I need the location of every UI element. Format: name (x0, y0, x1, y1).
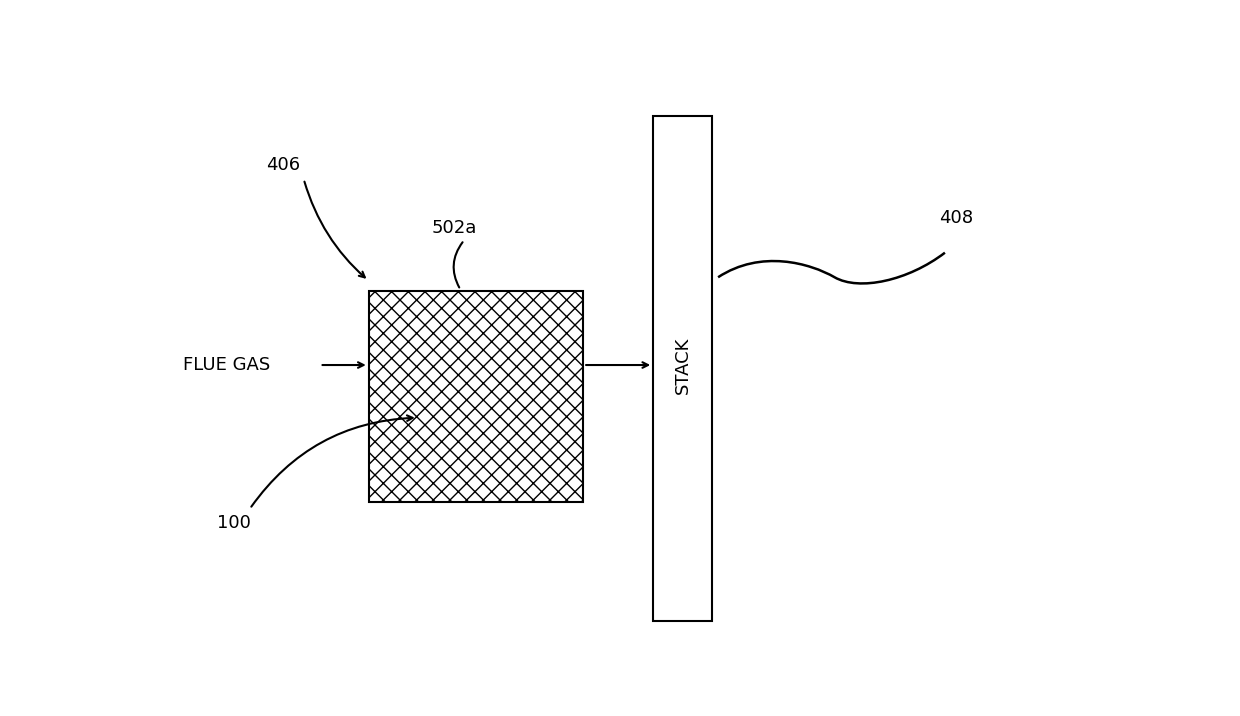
Bar (653, 116, 712, 621)
Text: 502a: 502a (432, 219, 477, 237)
Text: FLUE GAS: FLUE GAS (184, 356, 270, 374)
Text: 408: 408 (939, 208, 973, 226)
Text: 100: 100 (217, 514, 250, 532)
Text: STACK: STACK (673, 337, 692, 394)
Bar (368, 291, 583, 502)
Text: 406: 406 (265, 156, 300, 174)
